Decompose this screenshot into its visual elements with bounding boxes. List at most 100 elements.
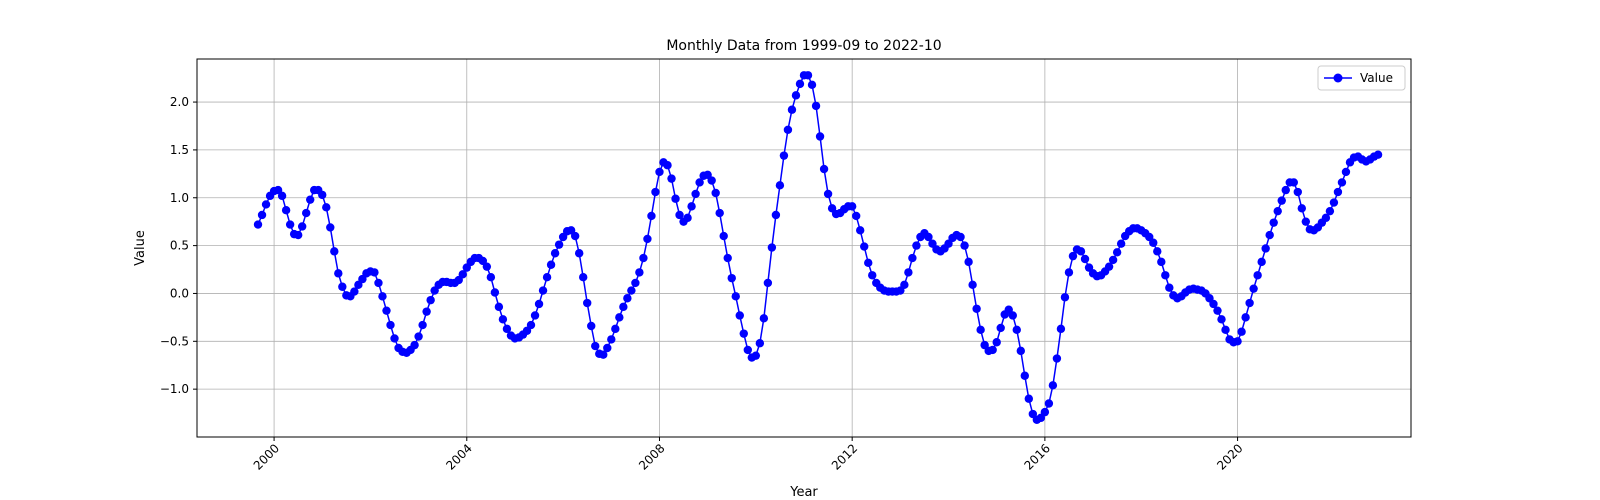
data-point	[675, 210, 684, 220]
data-point	[1024, 394, 1034, 403]
data-point	[607, 335, 616, 344]
data-point	[851, 211, 861, 221]
plot-frame	[196, 58, 1412, 438]
data-point	[731, 292, 740, 301]
data-point	[306, 195, 315, 204]
data-point	[1020, 371, 1029, 380]
data-point	[611, 324, 620, 334]
data-point	[1241, 313, 1250, 322]
data-point	[1068, 251, 1078, 261]
data-point	[1080, 254, 1090, 264]
data-point	[1337, 178, 1347, 187]
data-point	[1060, 293, 1070, 302]
data-point	[972, 304, 981, 313]
data-point	[591, 341, 600, 351]
y-axis-label: Value	[133, 230, 148, 266]
data-point	[1281, 185, 1290, 195]
data-point	[293, 230, 303, 240]
data-point	[599, 350, 608, 359]
data-point	[996, 323, 1005, 333]
data-point	[815, 132, 825, 141]
data-point	[414, 332, 423, 341]
data-point	[587, 321, 596, 331]
data-point	[1076, 247, 1086, 256]
data-point	[711, 188, 720, 198]
data-point	[570, 231, 580, 241]
legend-entry-value: Value	[1360, 71, 1393, 85]
data-point	[807, 80, 817, 90]
data-point	[687, 202, 696, 211]
data-point	[956, 232, 965, 242]
data-point	[498, 315, 508, 324]
data-point	[281, 206, 291, 215]
data-point	[968, 280, 977, 290]
data-point	[663, 161, 672, 170]
data-point	[1233, 337, 1242, 346]
data-point	[418, 320, 427, 330]
data-point	[775, 181, 785, 190]
data-point	[787, 105, 797, 114]
data-point	[635, 268, 644, 277]
data-point	[751, 351, 761, 360]
data-point	[960, 241, 969, 250]
data-point	[811, 101, 821, 111]
data-point	[257, 210, 267, 220]
data-point	[1253, 271, 1262, 280]
data-point	[739, 329, 748, 338]
data-point	[490, 288, 500, 297]
data-point	[603, 343, 612, 353]
data-point	[759, 314, 769, 323]
data-point	[1165, 283, 1174, 292]
data-point	[988, 345, 997, 355]
data-point	[546, 260, 556, 269]
data-point	[253, 220, 263, 229]
data-point	[671, 194, 680, 203]
data-point	[1213, 306, 1222, 315]
data-point	[426, 295, 435, 305]
data-point	[847, 202, 857, 211]
data-point	[992, 338, 1001, 347]
data-point	[1217, 315, 1226, 324]
data-point	[1329, 198, 1339, 207]
data-point	[1064, 268, 1074, 277]
data-point	[904, 268, 913, 277]
data-point	[707, 176, 716, 185]
data-point	[803, 71, 813, 80]
data-point	[538, 286, 548, 295]
data-point	[1265, 230, 1274, 240]
data-point	[639, 253, 648, 263]
data-point	[550, 249, 560, 258]
data-point	[530, 311, 540, 320]
legend: Value	[1317, 65, 1406, 91]
y-tick-label: −1.0	[160, 382, 189, 396]
data-point	[667, 174, 676, 183]
data-point	[924, 232, 933, 242]
data-point	[631, 278, 640, 288]
data-point	[1237, 327, 1246, 336]
data-point	[1289, 178, 1298, 187]
y-tick-label: 2.0	[170, 95, 189, 109]
data-point	[386, 320, 395, 330]
data-point	[743, 345, 752, 355]
data-point	[1245, 298, 1254, 308]
data-point	[779, 151, 789, 160]
data-point	[619, 302, 628, 312]
data-point	[1012, 325, 1021, 335]
data-point	[1040, 407, 1050, 417]
data-point	[1321, 213, 1331, 223]
y-tick-label: 0.0	[170, 286, 189, 300]
data-point	[1048, 381, 1058, 390]
data-point	[691, 189, 700, 199]
data-point	[715, 208, 724, 218]
data-point	[1297, 204, 1307, 213]
data-point	[534, 299, 544, 309]
data-point	[382, 306, 391, 315]
data-point	[1301, 217, 1311, 226]
data-point	[1341, 167, 1351, 177]
data-point	[767, 243, 777, 252]
data-point	[410, 340, 419, 350]
data-point	[655, 167, 664, 177]
data-point	[783, 125, 793, 135]
data-point	[819, 164, 829, 174]
